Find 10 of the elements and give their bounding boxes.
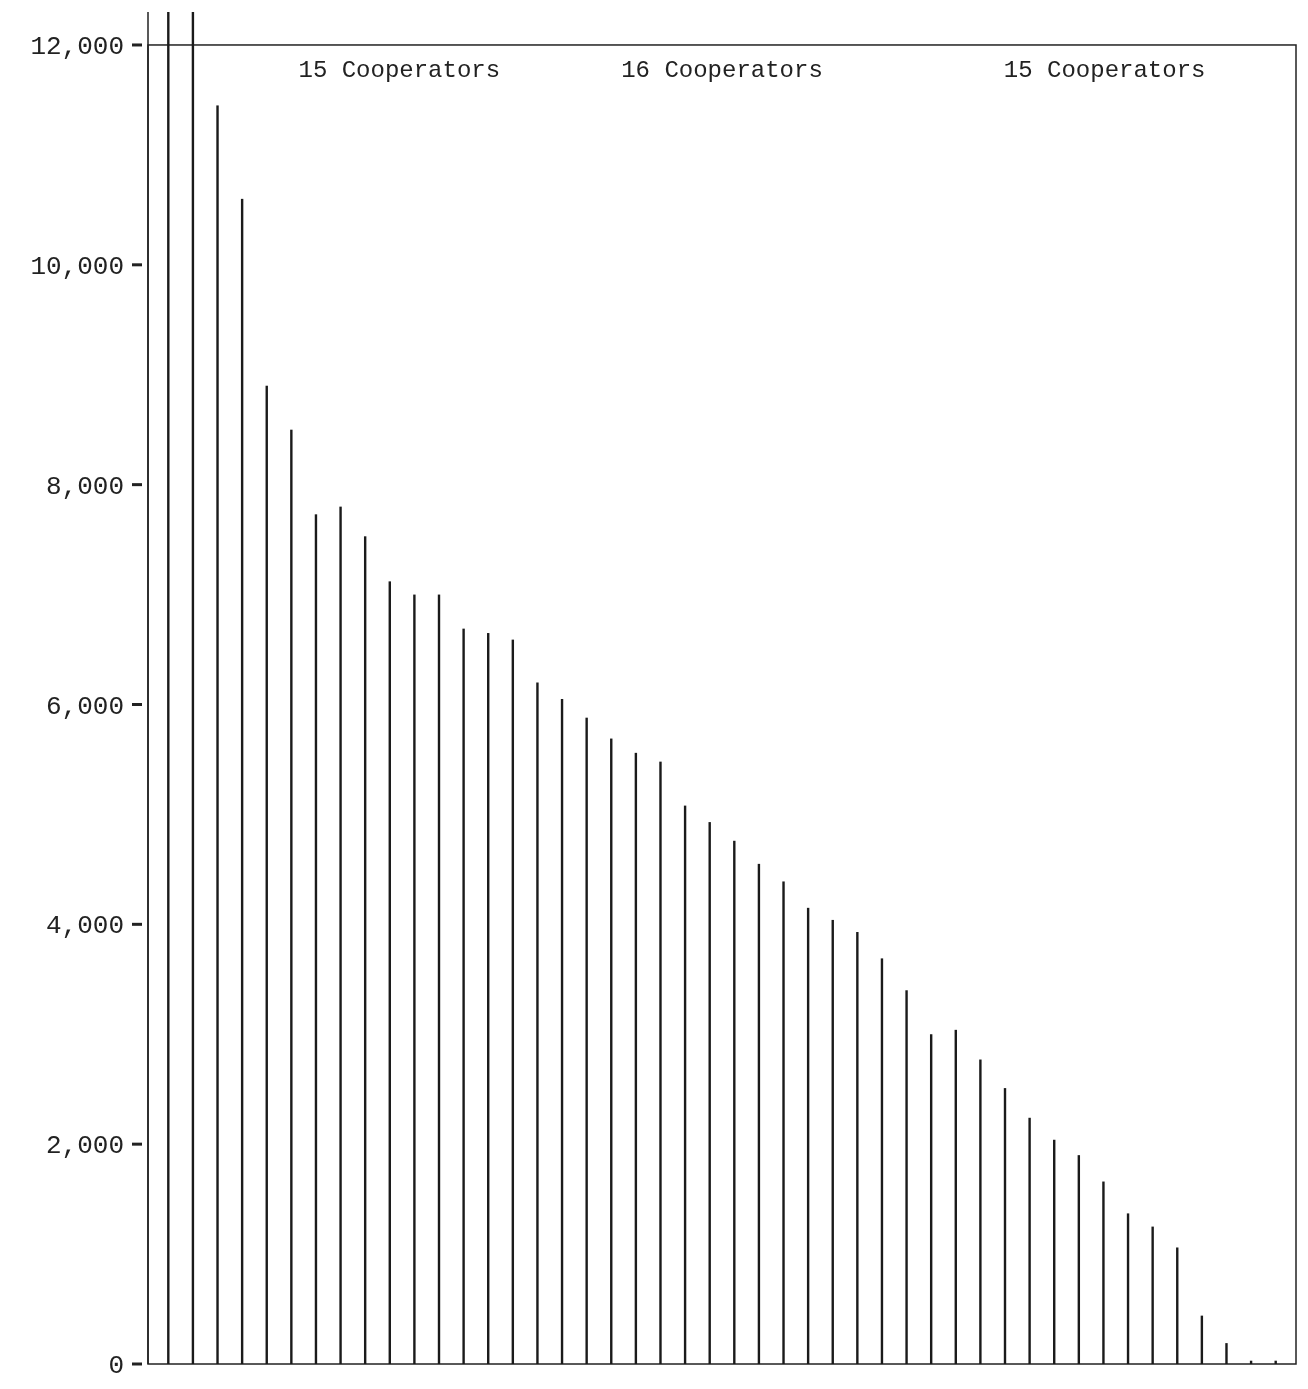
annotation: 15 Cooperators bbox=[298, 56, 501, 84]
annotation: 15 Cooperators bbox=[1003, 56, 1206, 84]
y-tick-label: 10,000 bbox=[30, 251, 124, 282]
y-tick-label: 12,000 bbox=[30, 32, 124, 63]
y-tick-label: 0 bbox=[108, 1351, 124, 1382]
y-tick-label: 4,000 bbox=[45, 911, 124, 942]
y-tick-label: 2,000 bbox=[45, 1131, 124, 1162]
y-tick-label: 6,000 bbox=[45, 691, 124, 722]
annotation: 16 Cooperators bbox=[621, 56, 823, 84]
y-tick-label: 8,000 bbox=[45, 471, 124, 502]
